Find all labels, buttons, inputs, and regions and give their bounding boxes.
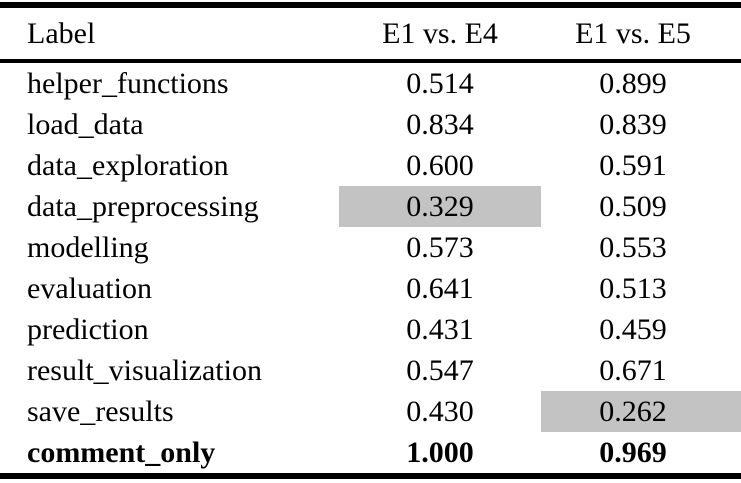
table-row: data_exploration 0.600 0.591 (0, 145, 741, 186)
row-label: data_preprocessing (27, 190, 259, 223)
column-header-e1-vs-e5: E1 vs. E5 (541, 8, 741, 63)
cell-e1-vs-e4: 0.834 (406, 108, 474, 141)
row-label: save_results (27, 395, 174, 428)
cell-e1-vs-e5: 0.671 (599, 354, 667, 387)
cell-e1-vs-e5: 0.899 (599, 67, 667, 100)
row-label: evaluation (27, 272, 152, 305)
row-label: result_visualization (27, 354, 262, 387)
cell-e1-vs-e4: 1.000 (406, 436, 474, 469)
cell-e1-vs-e4: 0.431 (406, 313, 474, 346)
cell-e1-vs-e5: 0.553 (599, 231, 667, 264)
column-header-e1-vs-e4: E1 vs. E4 (339, 8, 541, 63)
table-row: prediction 0.431 0.459 (0, 309, 741, 350)
row-label: helper_functions (27, 67, 229, 100)
cell-e1-vs-e5: 0.459 (599, 313, 667, 346)
row-label: modelling (27, 231, 149, 264)
table-row: evaluation 0.641 0.513 (0, 268, 741, 309)
table-row: load_data 0.834 0.839 (0, 104, 741, 145)
cell-e1-vs-e4: 0.641 (406, 272, 474, 305)
cell-e1-vs-e5: 0.509 (599, 190, 667, 223)
cell-e1-vs-e5: 0.262 (541, 391, 741, 432)
row-label: load_data (27, 108, 144, 141)
cell-e1-vs-e5: 0.969 (599, 436, 667, 469)
cell-e1-vs-e4: 0.514 (406, 67, 474, 100)
header-row: Label E1 vs. E4 E1 vs. E5 (0, 8, 741, 63)
table-row: modelling 0.573 0.553 (0, 227, 741, 268)
column-header-label: Label (0, 8, 339, 63)
table-row: helper_functions 0.514 0.899 (0, 61, 741, 104)
cell-e1-vs-e4: 0.430 (406, 395, 474, 428)
cell-e1-vs-e5: 0.839 (599, 108, 667, 141)
cell-e1-vs-e4: 0.600 (406, 149, 474, 182)
cell-e1-vs-e4: 0.329 (339, 186, 541, 227)
data-table: Label E1 vs. E4 E1 vs. E5 helper_functio… (0, 8, 741, 473)
cell-e1-vs-e5: 0.591 (599, 149, 667, 182)
table-header: Label E1 vs. E4 E1 vs. E5 (0, 8, 741, 63)
table-body: helper_functions 0.514 0.899 load_data 0… (0, 61, 741, 473)
cell-e1-vs-e5: 0.513 (599, 272, 667, 305)
row-label: prediction (27, 313, 149, 346)
table-row: result_visualization 0.547 0.671 (0, 350, 741, 391)
cell-e1-vs-e4: 0.573 (406, 231, 474, 264)
table-row: data_preprocessing 0.329 0.509 (0, 186, 741, 227)
row-label: data_exploration (27, 149, 229, 182)
table-row: comment_only 1.000 0.969 (0, 432, 741, 473)
row-label: comment_only (27, 436, 216, 469)
table-row: save_results 0.430 0.262 (0, 391, 741, 432)
cell-e1-vs-e4: 0.547 (406, 354, 474, 387)
